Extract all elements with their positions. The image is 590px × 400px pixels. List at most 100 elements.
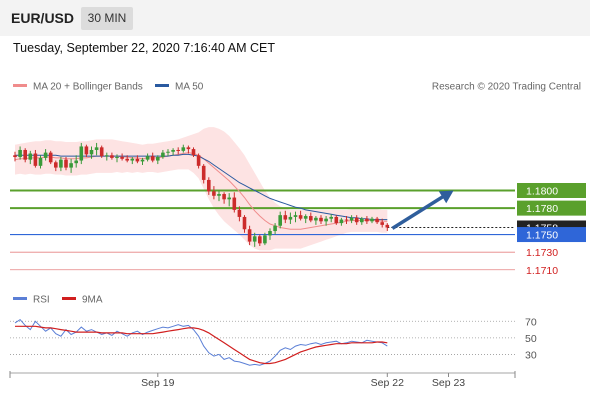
candle-body [370,218,374,222]
candle-body [380,222,384,225]
resistance-label-box [517,183,586,198]
support-label: 1.1710 [526,265,558,277]
candle-body [329,216,333,219]
pivot-label-top: 1.1750 [526,230,558,242]
support-label: 1.1730 [526,247,558,259]
candle-body [84,146,89,155]
candle-body [150,156,155,161]
research-credit: Research © 2020 Trading Central [432,82,581,93]
candle-body [222,194,226,200]
candle-body [166,151,170,153]
candle-body [365,218,369,222]
x-axis: Sep 19 Sep 22 Sep 23 [10,372,515,389]
rsi-line [14,318,388,366]
candle-body [201,165,206,180]
x-tick-label: Sep 22 [371,377,404,389]
chart-header: EUR/USD 30 MIN [0,0,590,36]
candle-body [247,229,252,242]
candle-body [339,219,344,224]
candle-body [156,157,160,161]
candlesticks [13,142,390,247]
candle-body [54,162,58,168]
candle-body [74,160,78,164]
legend-swatch-ma20 [13,84,27,87]
candle-body [28,153,33,160]
candle-body [314,217,318,221]
candle-body [263,235,267,244]
candle-body [319,217,323,222]
candle-body [105,155,109,157]
candle-body [252,236,257,242]
candle-body [120,157,124,159]
price-levels [10,189,515,271]
legend-swatch-9ma [62,297,76,300]
symbol-title: EUR/USD [11,10,75,26]
candle-body [79,146,84,161]
candle-body [385,224,390,228]
candle-body [237,209,242,217]
candle-body [125,158,129,161]
candle-body [48,152,53,163]
candle-body [135,158,140,162]
candle-body [64,159,68,168]
candle-body [99,147,104,157]
rsi-tick-label: 70 [525,316,537,328]
candle-body [283,215,288,220]
candle-body [89,149,94,155]
candle-body [130,158,135,161]
candle-body [278,215,282,226]
candle-body [38,157,43,166]
candle-body [43,152,48,158]
candle-body [176,149,180,151]
candle-body [354,217,359,223]
resistance-label-box [517,200,586,216]
legend-swatch-rsi [13,297,27,300]
candle-body [13,155,17,158]
forecast-arrow-shaft [391,193,447,230]
ma50-line [15,153,388,221]
candle-body [171,149,175,152]
resistance-label: 1.1780 [526,203,558,215]
timeframe-button[interactable]: 30 MIN [81,7,133,30]
candle-body [145,156,150,160]
candle-body [140,159,145,162]
candle-body [186,147,191,150]
x-tick-label: Sep 19 [141,377,174,389]
candle-body [293,215,298,217]
candle-body [227,197,231,200]
forecast-arrow [391,190,454,230]
candle-body [268,231,272,236]
candle-body [242,216,247,230]
candle-body [309,216,313,221]
rsi-tick-label: 30 [525,349,537,361]
candle-body [115,157,119,159]
candle-body [33,153,38,166]
candle-body [161,152,165,158]
candle-body [207,179,211,192]
candle-body [212,191,216,196]
candle-body [375,218,379,223]
candle-body [110,155,114,158]
candle-body [94,147,99,150]
legend-swatch-ma50 [155,84,169,87]
rsi-tick-label: 50 [525,333,537,345]
rsi-panel: 70 50 30 [9,316,537,378]
candle-body [324,218,328,222]
candle-body [258,236,262,244]
candle-body [217,194,221,196]
candle-body [344,219,349,221]
candle-body [349,217,354,221]
bollinger-band-area [15,127,388,251]
candle-body [191,149,196,156]
legend-label-9ma: 9MA [82,295,103,306]
legend-label-ma20: MA 20 + Bollinger Bands [33,82,143,93]
candle-body [23,149,27,160]
candle-body [18,149,22,158]
candle-body [303,216,308,219]
candle-body [59,159,63,168]
pivot-label-box-top [517,227,586,242]
candle-body [69,163,73,168]
candle-body [181,147,186,151]
legend-label-rsi: RSI [33,295,50,306]
x-tick-label: Sep 23 [432,377,465,389]
